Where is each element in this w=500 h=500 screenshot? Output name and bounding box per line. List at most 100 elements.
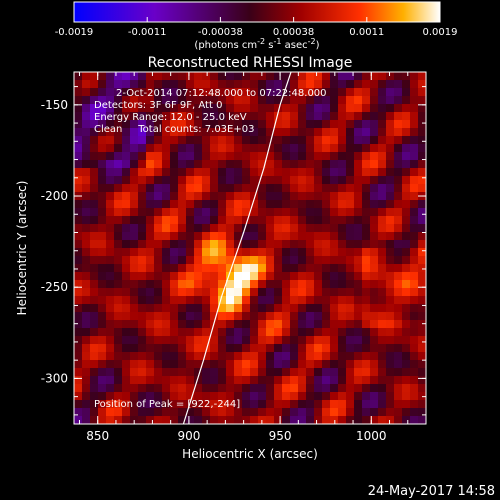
- heatmap-cell: [106, 96, 115, 105]
- heatmap-cell: [394, 240, 403, 249]
- heatmap-cell: [290, 200, 299, 209]
- heatmap-cell: [298, 160, 307, 169]
- heatmap-cell: [314, 360, 323, 369]
- heatmap-cell: [338, 344, 347, 353]
- heatmap-cell: [170, 344, 179, 353]
- heatmap-cell: [130, 240, 139, 249]
- heatmap-cell: [98, 160, 107, 169]
- heatmap-cell: [314, 112, 323, 121]
- heatmap-cell: [138, 136, 147, 145]
- heatmap-cell: [154, 80, 163, 89]
- heatmap-cell: [130, 104, 139, 113]
- heatmap-cell: [266, 360, 275, 369]
- heatmap-cell: [234, 320, 243, 329]
- heatmap-cell: [234, 72, 243, 81]
- heatmap-cell: [258, 288, 267, 297]
- heatmap-cell: [378, 392, 387, 401]
- heatmap-cell: [170, 256, 179, 265]
- heatmap-cell: [370, 80, 379, 89]
- heatmap-cell: [282, 176, 291, 185]
- heatmap-cell: [386, 176, 395, 185]
- heatmap-cell: [282, 256, 291, 265]
- heatmap-cell: [202, 352, 211, 361]
- heatmap-cell: [330, 104, 339, 113]
- heatmap-cell: [90, 184, 99, 193]
- heatmap-cell: [386, 112, 395, 121]
- heatmap-cell: [418, 296, 426, 305]
- heatmap-cell: [306, 328, 315, 337]
- heatmap-cell: [354, 144, 363, 153]
- heatmap-cell: [394, 128, 403, 137]
- heatmap-cell: [114, 296, 123, 305]
- heatmap-cell: [74, 96, 83, 105]
- heatmap-cell: [418, 120, 426, 129]
- heatmap-cell: [210, 112, 219, 121]
- heatmap-cell: [274, 304, 283, 313]
- heatmap-cell: [266, 296, 275, 305]
- heatmap-cell: [122, 184, 131, 193]
- heatmap-cell: [402, 184, 411, 193]
- heatmap-cell: [314, 288, 323, 297]
- heatmap-cell: [362, 120, 371, 129]
- heatmap-cell: [138, 344, 147, 353]
- heatmap-cell: [234, 232, 243, 241]
- heatmap-cell: [98, 184, 107, 193]
- heatmap-cell: [322, 328, 331, 337]
- heatmap-cell: [354, 72, 363, 81]
- heatmap-cell: [218, 136, 227, 145]
- heatmap-cell: [226, 336, 235, 345]
- heatmap-cell: [82, 128, 91, 137]
- heatmap-cell: [258, 256, 267, 265]
- heatmap-cell: [322, 256, 331, 265]
- heatmap-cell: [298, 248, 307, 257]
- heatmap-cell: [354, 152, 363, 161]
- heatmap-cell: [74, 336, 83, 345]
- heatmap-cell: [386, 368, 395, 377]
- heatmap-cell: [210, 256, 219, 265]
- heatmap-cell: [202, 312, 211, 321]
- heatmap-cell: [322, 232, 331, 241]
- heatmap-cell: [250, 320, 259, 329]
- heatmap-cell: [338, 360, 347, 369]
- heatmap-cell: [90, 72, 99, 81]
- heatmap-cell: [170, 264, 179, 273]
- heatmap-cell: [170, 368, 179, 377]
- heatmap-cell: [114, 408, 123, 417]
- heatmap-cell: [178, 296, 187, 305]
- heatmap-cell: [90, 360, 99, 369]
- heatmap-cell: [314, 120, 323, 129]
- heatmap-cell: [258, 384, 267, 393]
- heatmap-cell: [402, 352, 411, 361]
- heatmap-cell: [418, 160, 426, 169]
- heatmap-cell: [138, 392, 147, 401]
- heatmap-cell: [354, 264, 363, 273]
- heatmap-cell: [314, 408, 323, 417]
- heatmap-cell: [338, 160, 347, 169]
- heatmap-cell: [146, 136, 155, 145]
- heatmap-cell: [178, 344, 187, 353]
- heatmap-cell: [218, 88, 227, 97]
- heatmap-cell: [106, 392, 115, 401]
- heatmap-cell: [266, 280, 275, 289]
- heatmap-cell: [234, 248, 243, 257]
- heatmap-cell: [106, 144, 115, 153]
- heatmap-cell: [298, 256, 307, 265]
- heatmap-cell: [154, 264, 163, 273]
- heatmap-cell: [138, 376, 147, 385]
- heatmap-cell: [226, 280, 235, 289]
- heatmap-cell: [210, 288, 219, 297]
- heatmap-cell: [338, 312, 347, 321]
- heatmap-cell: [274, 168, 283, 177]
- heatmap-cell: [178, 408, 187, 417]
- heatmap-cell: [170, 360, 179, 369]
- heatmap-cell: [90, 112, 99, 121]
- heatmap-cell: [170, 352, 179, 361]
- heatmap-cell: [274, 288, 283, 297]
- heatmap-cell: [218, 216, 227, 225]
- heatmap-cell: [178, 320, 187, 329]
- heatmap-cell: [330, 360, 339, 369]
- heatmap-cell: [370, 392, 379, 401]
- heatmap-cell: [306, 304, 315, 313]
- heatmap-cell: [410, 376, 419, 385]
- heatmap-cell: [106, 216, 115, 225]
